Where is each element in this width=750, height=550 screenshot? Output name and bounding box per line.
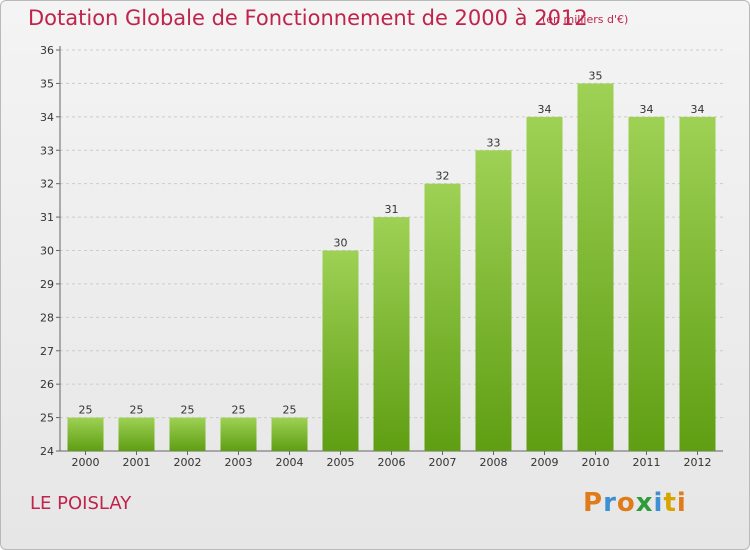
y-tick-label: 28 — [40, 311, 54, 324]
y-tick-label: 24 — [40, 445, 54, 458]
x-tick-label: 2003 — [225, 456, 253, 469]
x-tick-label: 2012 — [684, 456, 712, 469]
bar-2012 — [679, 116, 716, 451]
data-label: 33 — [487, 136, 501, 149]
data-label: 25 — [79, 404, 93, 417]
bar-2003 — [220, 417, 257, 451]
bar-2010 — [577, 83, 614, 452]
x-tick-label: 2007 — [429, 456, 457, 469]
x-tick-label: 2004 — [276, 456, 304, 469]
y-tick-label: 30 — [40, 245, 54, 258]
chart-title: Dotation Globale de Fonctionnement de 20… — [28, 6, 588, 30]
y-tick-label: 34 — [40, 111, 54, 124]
x-tick-label: 2000 — [72, 456, 100, 469]
bar-2009 — [526, 116, 563, 451]
y-tick-label: 27 — [40, 345, 54, 358]
data-label: 25 — [130, 404, 144, 417]
y-tick-label: 35 — [40, 77, 54, 90]
x-tick-label: 2011 — [633, 456, 661, 469]
data-label: 31 — [385, 203, 399, 216]
data-label: 34 — [691, 103, 705, 116]
y-tick-label: 29 — [40, 278, 54, 291]
data-label: 32 — [436, 170, 450, 183]
data-label: 34 — [640, 103, 654, 116]
data-label: 35 — [589, 69, 603, 82]
bar-2004 — [271, 417, 308, 451]
bar-2005 — [322, 250, 359, 451]
bar-2002 — [169, 417, 206, 451]
y-tick-label: 26 — [40, 378, 54, 391]
commune-name: LE POISLAY — [30, 493, 132, 514]
data-label: 25 — [283, 404, 297, 417]
x-tick-label: 2009 — [531, 456, 559, 469]
data-label: 30 — [334, 237, 348, 250]
x-tick-label: 2008 — [480, 456, 508, 469]
bar-2011 — [628, 116, 665, 451]
chart-subtitle: (en milliers d'€) — [542, 13, 629, 26]
bar-2006 — [373, 217, 410, 451]
y-tick-label: 36 — [40, 44, 54, 57]
bars — [67, 83, 716, 452]
bar-2008 — [475, 150, 512, 451]
data-label: 34 — [538, 103, 552, 116]
data-label: 25 — [232, 404, 246, 417]
x-tick-label: 2006 — [378, 456, 406, 469]
labels: 24 25 26 27 28 29 30 31 32 33 34 35 36 2000 25 2001 25 20… — [40, 44, 712, 469]
y-tick-label: 25 — [40, 412, 54, 425]
x-tick-label: 2001 — [123, 456, 151, 469]
x-tick-label: 2005 — [327, 456, 355, 469]
y-tick-label: 31 — [40, 211, 54, 224]
bar-2007 — [424, 183, 461, 451]
y-tick-label: 33 — [40, 144, 54, 157]
x-tick-label: 2010 — [582, 456, 610, 469]
y-tick-label: 32 — [40, 178, 54, 191]
proxiti-logo[interactable]: Proxiti — [583, 488, 687, 518]
bar-2000 — [67, 417, 104, 451]
x-tick-label: 2002 — [174, 456, 202, 469]
data-label: 25 — [181, 404, 195, 417]
bar-2001 — [118, 417, 155, 451]
